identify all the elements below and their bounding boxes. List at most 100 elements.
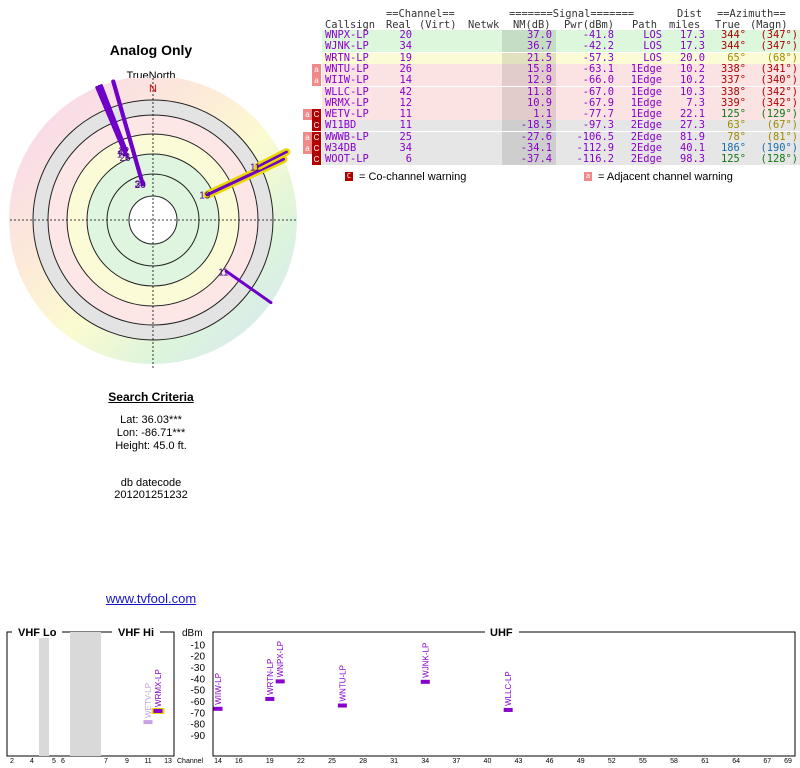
col-callsign: Callsign [325,19,376,31]
cell-az-true: 63° [727,119,746,132]
spectrum-station-bar[interactable] [213,706,223,711]
station-row[interactable]: WRTN-LP 19 21.5 -57.3 LOS 20.0 65° (68°) [322,51,800,64]
dbm-tick: -50 [191,686,206,697]
uhf-channel-tick: 67 [763,758,771,765]
cell-dist: 10.2 [679,74,705,87]
radar-station-label: 11 [250,163,261,174]
spectrum-station-bar[interactable] [275,679,285,684]
cell-callsign: WWWB-LP [325,130,369,143]
adjacent-channel-badge: a [312,75,321,87]
adjacent-channel-badge: a [303,143,312,154]
uhf-channel-tick: 69 [784,758,792,765]
cell-real: 34 [399,142,412,154]
cell-pwr: -57.3 [582,51,614,64]
cell-dist: 81.9 [679,130,705,143]
uhf-channel-tick: 28 [359,758,367,765]
cell-pwr: -106.5 [576,130,614,143]
cell-az-magn: (342°) [760,85,798,98]
vhf-lo-label: VHF Lo [18,627,57,639]
spectrum-station-label: WNTU-LP [338,665,347,701]
cell-callsign: WIIW-LP [325,74,369,87]
cell-path: LOS [643,40,662,53]
station-row[interactable]: WNPX-LP 20 37.0 -41.8 LOS 17.3 344° (347°) [322,30,800,41]
col-nm: NM(dB) [513,19,551,31]
uhf-channel-tick: 34 [421,758,429,765]
spectrum-station-bar[interactable] [420,679,430,684]
station-row[interactable]: WJNK-LP 34 36.7 -42.2 LOS 17.3 344° (347°) [322,40,800,53]
vhf-channel-tick: 6 [61,758,65,765]
cell-callsign: WNTU-LP [325,62,369,75]
station-row[interactable]: W11BD 11 -18.5 -97.3 2Edge 27.3 63° (67°) [322,119,800,132]
cell-az-magn: (128°) [760,153,798,166]
search-criteria-heading: Search Criteria [108,390,194,404]
cell-az-true: 344° [720,40,746,53]
uhf-channel-tick: 14 [214,758,222,765]
radar-station-label: 34 [135,180,147,191]
station-row[interactable]: WLLC-LP 42 11.8 -67.0 1Edge 10.3 338° (342°) [322,85,800,98]
spectrum-station-bar[interactable] [143,720,153,725]
spectrum-station-label: WRMX-LP [154,669,163,707]
spectrum-chart: VHF Lo VHF Hi UHF dBm -10-20-30-40-50-60… [6,626,796,765]
cell-dist: 22.1 [679,108,705,121]
cell-nm: 36.7 [526,40,552,53]
co-channel-legend: = Co-channel warning [359,171,467,183]
cell-az-true: 186° [720,142,746,154]
cell-nm: 21.5 [526,51,552,64]
cell-pwr: -77.7 [582,108,614,121]
adjacent-channel-symbol: a [584,172,592,181]
cell-callsign: W11BD [325,119,357,132]
dbm-tick: -70 [191,708,206,719]
cell-nm: 10.9 [526,96,552,109]
radar-station-line [224,269,273,305]
cell-az-magn: (190°) [760,142,798,154]
station-row[interactable]: W34DB 34 -34.1 -112.9 2Edge 40.1 186° (190°) [322,143,800,154]
cell-dist: 10.2 [679,62,705,75]
spectrum-station-label: WLLC-LP [504,671,513,706]
cell-callsign: WRMX-LP [325,96,369,109]
channel-tick-labels: 2 4 5 6 7 9 11 13 14 16 19 22 25 28 31 34 37 40 43 46 49 52 55… [10,758,792,765]
spectrum-station-bar[interactable] [265,696,275,701]
latitude: Lat: 36.03*** [120,414,182,426]
station-row[interactable]: WRMX-LP 12 10.9 -67.9 1Edge 7.3 339° (342°) [322,96,800,109]
station-row[interactable]: WETV-LP 11 1.1 -77.7 1Edge 22.1 125° (129°) [322,108,800,121]
cell-path: 1Edge [630,85,662,98]
spectrum-station-bar[interactable] [153,708,163,713]
station-row[interactable]: WNTU-LP 26 15.8 -63.1 1Edge 10.2 338° (341°) [322,62,800,75]
uhf-channel-tick: 58 [670,758,678,765]
spectrum-station-bar[interactable] [337,703,347,708]
cell-pwr: -97.3 [582,119,614,132]
cell-dist: 7.3 [686,96,705,109]
cell-az-magn: (347°) [760,40,798,53]
cell-path: 2Edge [630,142,662,154]
cell-callsign: WRTN-LP [325,51,369,64]
dbm-tick: -20 [191,652,206,663]
dist-group-header: Dist [677,8,703,20]
uhf-channel-tick: 49 [577,758,585,765]
station-row[interactable]: WWWB-LP 25 -27.6 -106.5 2Edge 81.9 78° (81°) [322,130,800,143]
vhf-channel-tick: 5 [52,758,56,765]
uhf-channel-tick: 61 [701,758,709,765]
uhf-channel-tick: 19 [266,758,274,765]
uhf-channel-tick: 46 [546,758,554,765]
uhf-channel-tick: 22 [297,758,305,765]
cell-pwr: -112.9 [576,142,614,154]
uhf-channel-tick: 37 [452,758,460,765]
datecode-value: 201201251232 [114,489,188,501]
cell-real: 11 [399,108,412,121]
uhf-channel-tick: 55 [639,758,647,765]
cell-path: LOS [643,51,662,64]
adjacent-channel-badge: a [303,131,312,143]
dbm-tick: -60 [191,697,206,708]
station-row[interactable]: WIIW-LP 14 12.9 -66.0 1Edge 10.2 337° (340°) [322,74,800,87]
cell-az-true: 65° [727,51,746,64]
spectrum-station-bar[interactable] [503,707,513,712]
radar-station-label: 26 [119,153,131,164]
spectrum-station-label: WETV-LP [144,683,153,718]
radar-station-label: 11 [218,267,229,278]
cell-az-true: 339° [720,96,746,109]
station-row[interactable]: WOOT-LP 6 -37.4 -116.2 2Edge 98.3 125° (128°) [322,153,800,166]
channel-axis-label: Channel [177,758,204,765]
antenna-height: Height: 45.0 ft. [115,440,187,452]
cell-dist: 20.0 [679,51,705,64]
tvfool-link[interactable]: www.tvfool.com [105,591,197,606]
